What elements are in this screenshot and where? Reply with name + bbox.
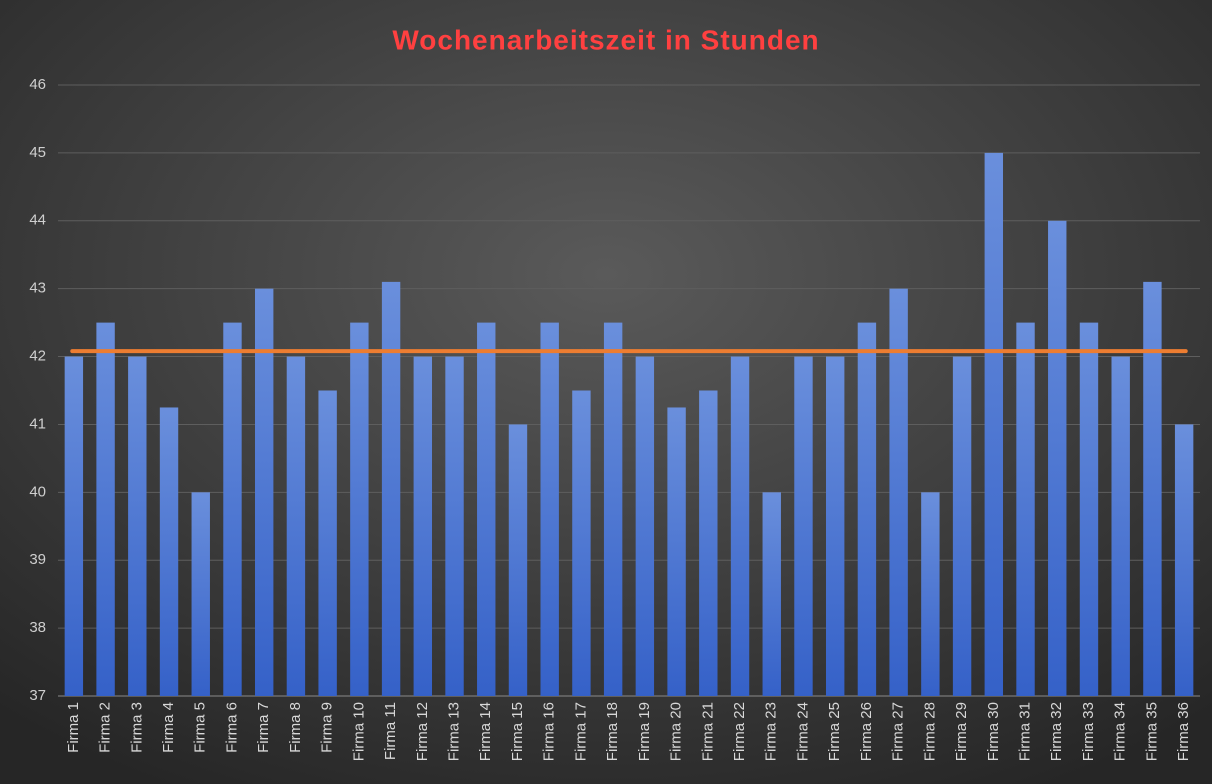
bar bbox=[350, 322, 369, 696]
x-tick-label: Firma 18 bbox=[604, 702, 621, 761]
x-tick-label: Firma 13 bbox=[445, 702, 462, 761]
x-tick-label: Firma 4 bbox=[160, 702, 177, 753]
bar bbox=[96, 322, 115, 696]
x-tick-label: Firma 22 bbox=[731, 702, 748, 761]
bar bbox=[318, 390, 337, 696]
chart-title: Wochenarbeitszeit in Stunden bbox=[392, 24, 819, 55]
bar bbox=[603, 322, 623, 696]
y-tick-label: 43 bbox=[29, 280, 46, 297]
y-tick-label: 39 bbox=[29, 551, 46, 568]
y-tick-label: 37 bbox=[29, 687, 46, 704]
x-tick-label: Firma 17 bbox=[572, 702, 589, 761]
bar bbox=[1079, 322, 1099, 696]
bar bbox=[286, 356, 306, 696]
bar bbox=[128, 356, 147, 696]
x-tick-label: Firma 1 bbox=[65, 702, 82, 753]
x-tick-label: Firma 7 bbox=[255, 702, 272, 753]
x-tick-label: Firma 35 bbox=[1143, 702, 1160, 761]
x-tick-label: Firma 5 bbox=[192, 702, 209, 753]
bar bbox=[1143, 281, 1162, 696]
bar bbox=[857, 322, 877, 696]
x-tick-label: Firma 9 bbox=[319, 702, 336, 753]
x-tick-label: Firma 30 bbox=[985, 702, 1002, 761]
x-tick-label: Firma 36 bbox=[1175, 702, 1192, 761]
bar bbox=[477, 322, 496, 696]
x-tick-label: Firma 29 bbox=[953, 702, 970, 761]
x-tick-label: Firma 15 bbox=[509, 702, 526, 761]
bar bbox=[667, 407, 686, 696]
y-tick-label: 46 bbox=[29, 76, 46, 93]
x-tick-label: Firma 27 bbox=[890, 702, 907, 761]
x-tick-label: Firma 24 bbox=[794, 702, 811, 761]
x-tick-label: Firma 31 bbox=[1016, 702, 1033, 761]
bar bbox=[825, 356, 845, 696]
bar bbox=[540, 322, 559, 696]
x-tick-label: Firma 19 bbox=[636, 702, 653, 761]
bar bbox=[191, 492, 210, 696]
y-tick-label: 45 bbox=[29, 144, 46, 161]
bar bbox=[1048, 220, 1067, 696]
y-tick-label: 44 bbox=[29, 212, 46, 229]
bar bbox=[984, 152, 1004, 696]
x-tick-label: Firma 33 bbox=[1080, 702, 1097, 761]
y-tick-label: 38 bbox=[29, 619, 46, 636]
x-tick-label: Firma 6 bbox=[223, 702, 240, 753]
bar bbox=[952, 356, 972, 696]
x-tick-label: Firma 2 bbox=[97, 702, 114, 753]
x-tick-label: Firma 12 bbox=[414, 702, 431, 761]
x-tick-label: Firma 11 bbox=[382, 702, 399, 760]
x-tick-label: Firma 25 bbox=[826, 702, 843, 761]
x-tick-label: Firma 3 bbox=[128, 702, 145, 753]
y-tick-label: 41 bbox=[29, 415, 46, 432]
bar bbox=[445, 356, 464, 696]
bar bbox=[699, 390, 718, 696]
bar bbox=[635, 356, 655, 696]
x-tick-label: Firma 20 bbox=[668, 702, 685, 761]
bar bbox=[381, 281, 401, 696]
x-tick-label: Firma 8 bbox=[287, 702, 304, 753]
x-tick-label: Firma 32 bbox=[1048, 702, 1065, 761]
bar bbox=[794, 356, 813, 696]
x-tick-label: Firma 21 bbox=[699, 702, 716, 761]
y-tick-label: 42 bbox=[29, 348, 46, 365]
x-tick-label: Firma 34 bbox=[1112, 702, 1129, 761]
x-tick-label: Firma 10 bbox=[350, 702, 367, 761]
bar bbox=[572, 390, 591, 696]
bar bbox=[508, 424, 528, 696]
bar bbox=[413, 356, 433, 696]
bar bbox=[254, 288, 274, 696]
bar bbox=[159, 407, 179, 696]
x-tick-label: Firma 26 bbox=[858, 702, 875, 761]
x-tick-label: Firma 16 bbox=[541, 702, 558, 761]
bar bbox=[921, 492, 940, 696]
bar bbox=[64, 356, 84, 696]
bar bbox=[1174, 424, 1194, 696]
bar bbox=[223, 322, 242, 696]
x-tick-label: Firma 14 bbox=[477, 702, 494, 761]
bar bbox=[730, 356, 750, 696]
y-tick-label: 40 bbox=[29, 483, 46, 500]
bar bbox=[889, 288, 908, 696]
x-tick-label: Firma 23 bbox=[763, 702, 780, 761]
bar bbox=[1111, 356, 1130, 696]
bar bbox=[762, 492, 781, 696]
bar bbox=[1016, 322, 1035, 696]
x-tick-label: Firma 28 bbox=[921, 702, 938, 761]
